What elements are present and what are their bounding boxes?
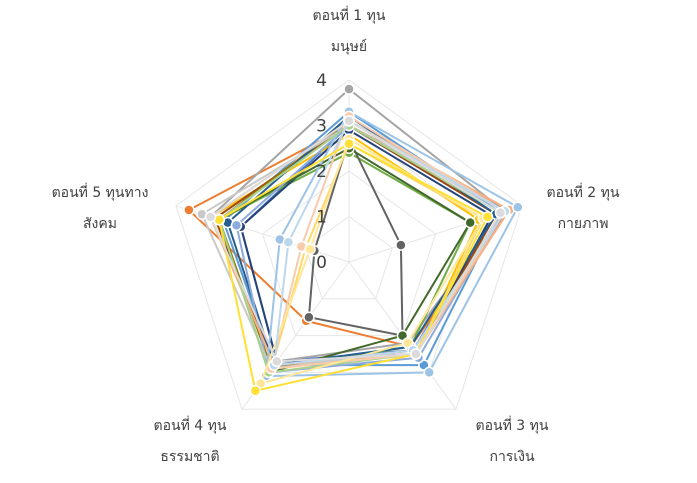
- grid-ring-4: [175, 79, 523, 410]
- tick-label: 1: [316, 208, 327, 228]
- category-label-line: ตอนที่ 1 ทุน: [313, 6, 386, 24]
- data-point: [410, 348, 422, 360]
- data-point: [395, 239, 407, 251]
- data-point: [343, 137, 355, 150]
- category-label-line: กายภาพ: [558, 216, 609, 232]
- category-label-line: ตอนที่ 4 ทุน: [154, 416, 227, 434]
- data-point: [343, 115, 355, 127]
- category-labels: ตอนที่ 1 ทุนมนุษย์ตอนที่ 2 ทุนกายภาพตอนท…: [52, 6, 620, 465]
- series-line: [209, 119, 502, 363]
- category-label-1: ตอนที่ 1 ทุนมนุษย์: [313, 6, 386, 55]
- data-point: [204, 211, 217, 223]
- series-line: [307, 138, 404, 337]
- category-label-line: ตอนที่ 5 ทุนทาง: [52, 183, 149, 201]
- data-point: [304, 243, 316, 256]
- radar-series: [183, 83, 524, 397]
- data-point: [230, 219, 243, 232]
- data-point: [464, 216, 476, 229]
- data-point: [494, 207, 507, 219]
- data-point: [183, 204, 195, 216]
- data-point: [282, 236, 295, 249]
- data-point: [343, 83, 355, 95]
- series-line: [265, 110, 519, 378]
- series-23: [204, 115, 507, 368]
- tick-label: 3: [316, 117, 327, 137]
- tick-label: 2: [316, 162, 327, 182]
- grid-ring-2: [261, 170, 437, 337]
- axis-tick-labels: 0 1 2 3 4: [316, 71, 327, 273]
- tick-label: 0: [316, 253, 327, 273]
- data-point: [423, 366, 435, 379]
- series-line: [218, 142, 489, 392]
- tick-label: 4: [316, 71, 327, 91]
- series-line: [259, 138, 485, 385]
- series-20: [254, 133, 489, 390]
- data-point: [271, 355, 283, 368]
- category-label-line: สังคม: [83, 216, 117, 232]
- category-label-line: การเงิน: [489, 449, 534, 465]
- data-point: [249, 385, 262, 397]
- data-point: [303, 311, 315, 323]
- category-label-line: มนุษย์: [331, 38, 367, 55]
- category-label-line: ตอนที่ 3 ทุน: [476, 416, 549, 434]
- series-7: [235, 124, 498, 368]
- category-label-line: ตอนที่ 2 ทุน: [547, 183, 620, 201]
- data-point: [512, 201, 524, 213]
- category-label-line: ธรรมชาติ: [160, 449, 219, 465]
- data-point: [481, 211, 494, 223]
